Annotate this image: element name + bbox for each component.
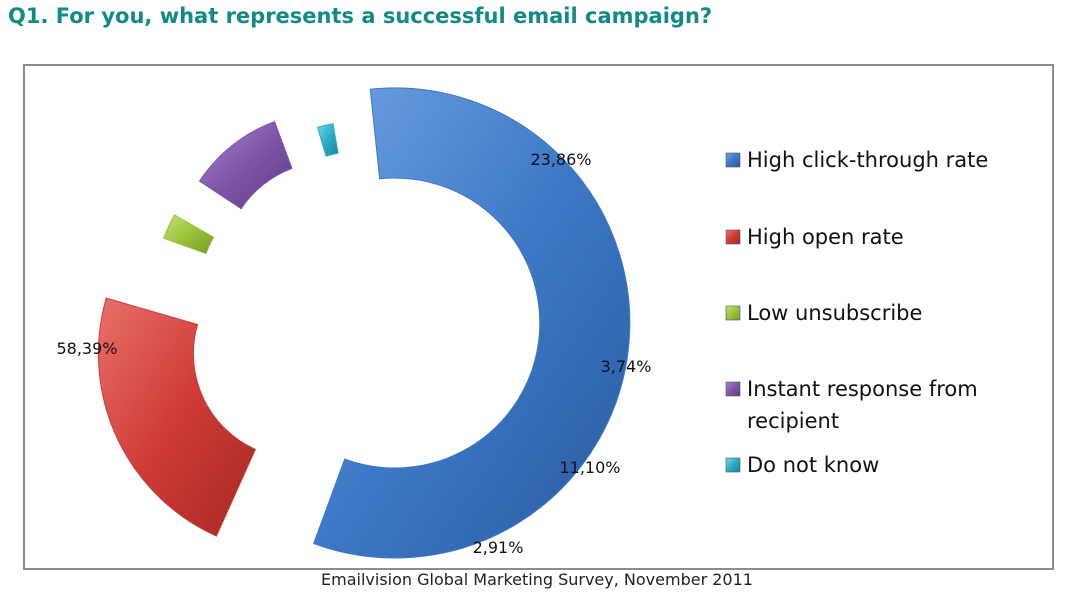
legend-swatch-1 bbox=[725, 152, 741, 168]
donut-slice-5 bbox=[316, 123, 339, 157]
data-label-2: 23,86% bbox=[530, 150, 591, 169]
legend-swatch-2 bbox=[725, 229, 741, 245]
donut-slice-4 bbox=[198, 120, 293, 210]
legend-swatch-4 bbox=[725, 381, 741, 397]
source-caption: Emailvision Global Marketing Survey, Nov… bbox=[321, 570, 753, 589]
donut-chart: 58,39% 23,86% 3,74% 11,10% 2,91% High click-… bbox=[56, 87, 988, 559]
donut-slice-1 bbox=[313, 87, 631, 559]
data-label-3: 3,74% bbox=[601, 357, 652, 376]
legend-label-2: High open rate bbox=[747, 225, 904, 249]
legend-label-1: High click-through rate bbox=[747, 148, 988, 172]
legend-label-4-line-2: recipient bbox=[747, 409, 839, 433]
legend-label-5: Do not know bbox=[747, 453, 879, 477]
page-title: Q1. For you, what represents a successfu… bbox=[8, 4, 713, 28]
data-label-1: 58,39% bbox=[56, 339, 117, 358]
legend-label-3: Low unsubscribe bbox=[747, 301, 922, 325]
data-label-5: 2,91% bbox=[473, 538, 524, 557]
legend-label-4: Instant response from bbox=[747, 377, 978, 401]
legend-swatch-5 bbox=[725, 457, 741, 473]
donut-slice-2 bbox=[97, 297, 257, 537]
data-label-4: 11,10% bbox=[559, 458, 620, 477]
donut-slice-3 bbox=[163, 214, 215, 255]
legend-swatch-3 bbox=[725, 305, 741, 321]
